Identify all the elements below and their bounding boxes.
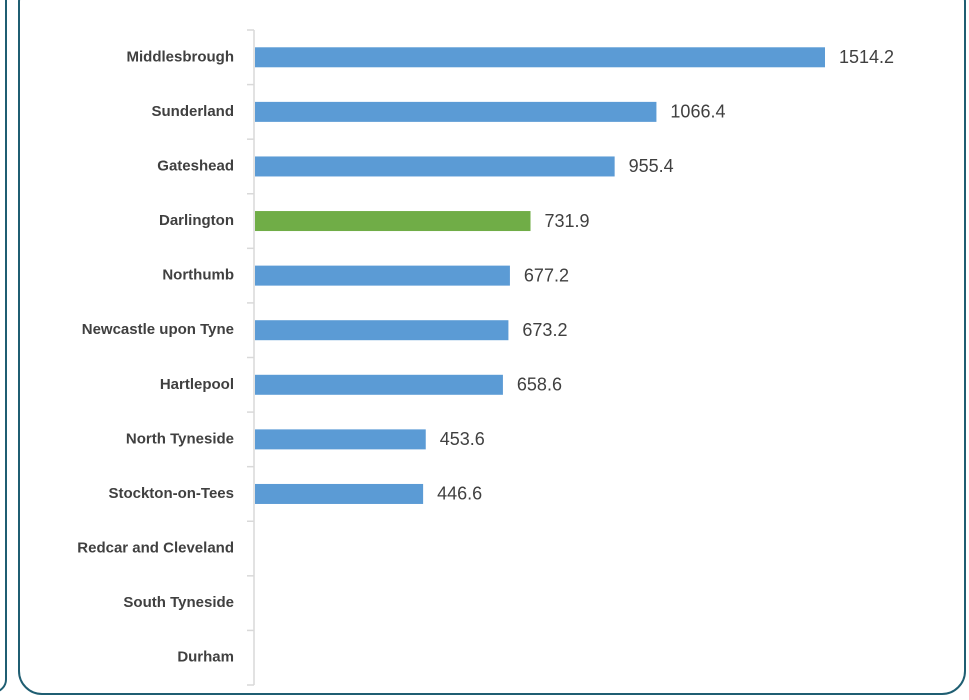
- data-label: 731.9: [545, 211, 590, 231]
- bar-gateshead: [255, 156, 615, 177]
- category-label: Redcar and Cleveland: [77, 540, 234, 557]
- data-label: 1066.4: [670, 102, 725, 122]
- category-label: Northumb: [162, 267, 234, 284]
- data-label: 677.2: [524, 265, 569, 285]
- bar-north-tyneside: [255, 429, 426, 450]
- data-label: 955.4: [629, 156, 674, 176]
- category-label: Newcastle upon Tyne: [82, 321, 234, 338]
- category-label: Sunderland: [151, 103, 234, 120]
- bar-newcastle-upon-tyne: [255, 320, 509, 341]
- category-label: South Tyneside: [123, 594, 234, 611]
- data-label: 446.6: [437, 484, 482, 504]
- category-label: Stockton-on-Tees: [108, 485, 234, 502]
- bar-hartlepool: [255, 374, 503, 395]
- bar-sunderland: [255, 101, 657, 122]
- bar-northumb: [255, 265, 510, 286]
- category-label: Durham: [177, 649, 234, 666]
- category-label: Gateshead: [157, 157, 234, 174]
- category-label: Middlesbrough: [127, 48, 235, 65]
- bar-stockton-on-tees: [255, 483, 424, 504]
- data-label: 453.6: [440, 429, 485, 449]
- data-label: 658.6: [517, 375, 562, 395]
- data-label: 1514.2: [839, 47, 894, 67]
- category-label: Hartlepool: [160, 376, 234, 393]
- data-label: 673.2: [522, 320, 567, 340]
- bar-middlesbrough: [255, 47, 825, 68]
- category-label: North Tyneside: [126, 430, 234, 447]
- chart-panel: [18, 0, 966, 695]
- bar-darlington: [255, 211, 531, 232]
- category-label: Darlington: [159, 212, 234, 229]
